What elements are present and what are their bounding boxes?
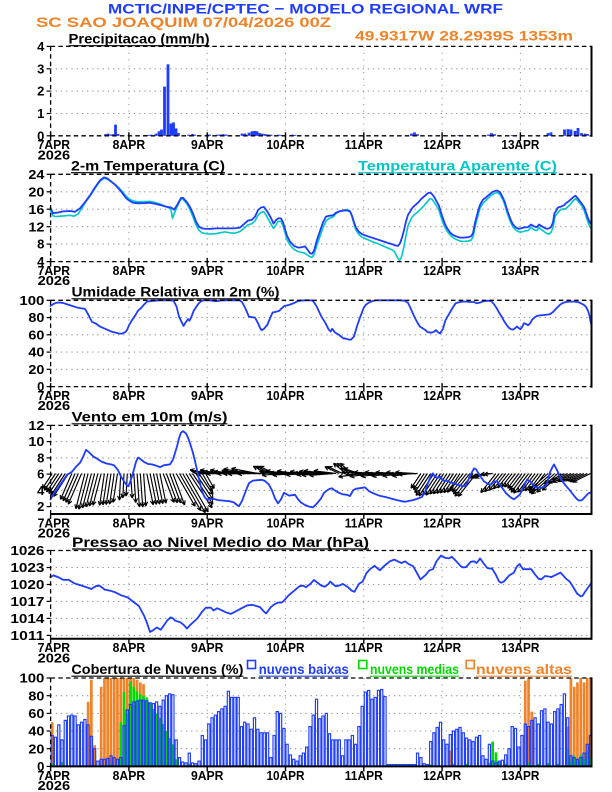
svg-text:9APR: 9APR bbox=[191, 640, 224, 655]
svg-text:1023: 1023 bbox=[10, 560, 44, 575]
svg-text:SC SAO JOAQUIM: SC SAO JOAQUIM bbox=[36, 14, 198, 30]
svg-text:100: 100 bbox=[19, 671, 44, 686]
svg-text:Cobertura de Nuvens (%): Cobertura de Nuvens (%) bbox=[71, 662, 243, 677]
svg-text:12APR: 12APR bbox=[423, 388, 462, 403]
svg-text:7APR: 7APR bbox=[38, 263, 71, 278]
svg-text:9APR: 9APR bbox=[191, 137, 224, 152]
svg-text:40: 40 bbox=[28, 345, 44, 360]
svg-text:1: 1 bbox=[37, 106, 44, 121]
svg-text:0: 0 bbox=[37, 128, 44, 143]
svg-text:20: 20 bbox=[28, 184, 44, 199]
svg-text:Vento em 10m (m/s): Vento em 10m (m/s) bbox=[72, 410, 228, 425]
svg-text:12APR: 12APR bbox=[423, 515, 462, 530]
svg-text:7APR: 7APR bbox=[38, 768, 71, 783]
svg-text:13APR: 13APR bbox=[501, 768, 540, 783]
svg-text:11APR: 11APR bbox=[345, 263, 384, 278]
svg-text:12APR: 12APR bbox=[423, 640, 462, 655]
svg-text:Precipitacao (mm/h): Precipitacao (mm/h) bbox=[69, 32, 210, 47]
svg-text:24: 24 bbox=[28, 167, 45, 182]
svg-text:6: 6 bbox=[37, 467, 44, 482]
svg-text:8APR: 8APR bbox=[113, 640, 146, 655]
svg-text:10APR: 10APR bbox=[267, 768, 306, 783]
svg-text:10APR: 10APR bbox=[267, 640, 306, 655]
svg-text:Umidade Relativa em 2m (%): Umidade Relativa em 2m (%) bbox=[72, 285, 280, 300]
svg-text:80: 80 bbox=[28, 310, 44, 325]
svg-text:12: 12 bbox=[28, 418, 44, 433]
svg-text:Temperatura Aparente (C): Temperatura Aparente (C) bbox=[358, 159, 557, 174]
svg-text:10APR: 10APR bbox=[267, 388, 306, 403]
svg-text:10APR: 10APR bbox=[267, 263, 306, 278]
svg-text:20: 20 bbox=[28, 741, 44, 756]
svg-text:8: 8 bbox=[37, 451, 44, 466]
svg-text:2-m Temperatura (C): 2-m Temperatura (C) bbox=[71, 159, 225, 174]
svg-text:1020: 1020 bbox=[10, 577, 44, 592]
svg-text:1011: 1011 bbox=[10, 628, 44, 643]
svg-text:Pressao ao Nivel Medio do Mar: Pressao ao Nivel Medio do Mar (hPa) bbox=[72, 535, 369, 550]
svg-text:9APR: 9APR bbox=[191, 263, 224, 278]
svg-text:3: 3 bbox=[37, 61, 44, 76]
svg-text:11APR: 11APR bbox=[345, 640, 384, 655]
svg-text:9APR: 9APR bbox=[191, 768, 224, 783]
svg-text:nuvens altas: nuvens altas bbox=[476, 662, 572, 677]
svg-text:100: 100 bbox=[19, 293, 44, 308]
svg-text:8APR: 8APR bbox=[113, 388, 146, 403]
svg-text:10APR: 10APR bbox=[267, 515, 306, 530]
svg-text:7APR: 7APR bbox=[38, 640, 71, 655]
svg-text:13APR: 13APR bbox=[501, 388, 540, 403]
svg-text:nuvens medias: nuvens medias bbox=[370, 662, 459, 677]
svg-text:8APR: 8APR bbox=[113, 137, 146, 152]
svg-text:2026: 2026 bbox=[38, 526, 71, 541]
svg-text:8APR: 8APR bbox=[113, 768, 146, 783]
svg-text:9APR: 9APR bbox=[191, 515, 224, 530]
svg-text:12APR: 12APR bbox=[423, 137, 462, 152]
svg-text:11APR: 11APR bbox=[345, 137, 384, 152]
svg-text:nuvens baixas: nuvens baixas bbox=[259, 662, 349, 677]
svg-text:4: 4 bbox=[37, 483, 45, 498]
svg-text:11APR: 11APR bbox=[345, 768, 384, 783]
svg-text:2026: 2026 bbox=[38, 778, 71, 792]
svg-text:9APR: 9APR bbox=[191, 388, 224, 403]
svg-text:MCTIC/INPE/CPTEC − MODELO REGI: MCTIC/INPE/CPTEC − MODELO REGIONAL WRF bbox=[108, 1, 504, 17]
svg-text:11APR: 11APR bbox=[345, 388, 384, 403]
svg-text:8: 8 bbox=[37, 237, 44, 252]
svg-text:12APR: 12APR bbox=[423, 768, 462, 783]
svg-text:2026: 2026 bbox=[38, 147, 71, 162]
svg-text:2026: 2026 bbox=[38, 650, 71, 665]
svg-text:0: 0 bbox=[37, 379, 44, 394]
svg-text:7APR: 7APR bbox=[38, 515, 71, 530]
svg-text:7APR: 7APR bbox=[38, 388, 71, 403]
svg-text:2026: 2026 bbox=[38, 398, 71, 413]
svg-text:8APR: 8APR bbox=[113, 515, 146, 530]
svg-text:40: 40 bbox=[28, 724, 44, 739]
svg-text:13APR: 13APR bbox=[501, 137, 540, 152]
svg-text:0: 0 bbox=[37, 759, 44, 774]
svg-text:10APR: 10APR bbox=[267, 137, 306, 152]
svg-text:10: 10 bbox=[28, 434, 44, 449]
svg-text:12: 12 bbox=[28, 219, 44, 234]
svg-text:2: 2 bbox=[37, 84, 44, 99]
svg-text:1017: 1017 bbox=[10, 594, 44, 609]
svg-text:11APR: 11APR bbox=[345, 515, 384, 530]
svg-text:13APR: 13APR bbox=[501, 515, 540, 530]
svg-text:2: 2 bbox=[37, 499, 44, 514]
svg-text:1026: 1026 bbox=[10, 543, 44, 558]
svg-text:16: 16 bbox=[28, 202, 44, 217]
svg-text:13APR: 13APR bbox=[501, 263, 540, 278]
svg-text:8APR: 8APR bbox=[113, 263, 146, 278]
svg-text:4: 4 bbox=[37, 254, 45, 269]
svg-text:60: 60 bbox=[28, 706, 44, 721]
svg-text:4: 4 bbox=[37, 39, 45, 54]
svg-text:20: 20 bbox=[28, 362, 44, 377]
svg-text:1014: 1014 bbox=[10, 611, 45, 626]
svg-text:7APR: 7APR bbox=[38, 137, 71, 152]
svg-text:60: 60 bbox=[28, 327, 44, 342]
svg-text:12APR: 12APR bbox=[423, 263, 462, 278]
svg-text:07/04/2026 00Z: 07/04/2026 00Z bbox=[203, 14, 332, 30]
svg-text:2026: 2026 bbox=[38, 273, 71, 288]
svg-text:80: 80 bbox=[28, 688, 44, 703]
svg-text:49.9317W 28.2939S 1353m: 49.9317W 28.2939S 1353m bbox=[355, 28, 573, 44]
svg-text:13APR: 13APR bbox=[501, 640, 540, 655]
